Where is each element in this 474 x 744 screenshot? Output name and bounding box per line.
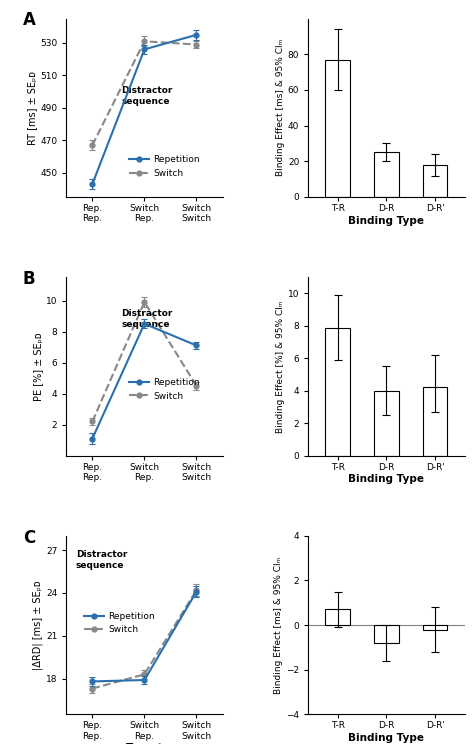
Text: A: A [23, 11, 36, 30]
Bar [326, 609, 350, 625]
Legend: Repetition, Switch: Repetition, Switch [80, 608, 158, 638]
Bar [374, 153, 399, 197]
Bar [423, 165, 447, 197]
Bar [326, 327, 350, 455]
X-axis label: Binding Type: Binding Type [348, 216, 424, 225]
Bar [374, 391, 399, 455]
Text: C: C [23, 529, 35, 547]
Text: Distractor
sequence: Distractor sequence [121, 310, 173, 329]
Legend: Repetition, Switch: Repetition, Switch [126, 152, 204, 182]
Text: Distractor
sequence: Distractor sequence [121, 86, 173, 106]
Y-axis label: Binding Effect [ms] & 95% CIₘ: Binding Effect [ms] & 95% CIₘ [274, 557, 283, 693]
Bar [326, 60, 350, 197]
Y-axis label: |ΔRD| [ms] ± SEₚᴅ: |ΔRD| [ms] ± SEₚᴅ [33, 580, 43, 670]
X-axis label: Binding Type: Binding Type [348, 475, 424, 484]
Bar [423, 625, 447, 629]
X-axis label: Binding Type: Binding Type [348, 733, 424, 743]
Bar [374, 625, 399, 643]
Y-axis label: PE [%] ± SEₚᴅ: PE [%] ± SEₚᴅ [33, 332, 43, 401]
Y-axis label: Binding Effect [ms] & 95% CIₘ: Binding Effect [ms] & 95% CIₘ [276, 39, 285, 176]
Text: B: B [23, 270, 35, 288]
Y-axis label: RT [ms] ± SEₚᴅ: RT [ms] ± SEₚᴅ [27, 71, 37, 145]
Text: Distractor
sequence: Distractor sequence [76, 550, 127, 570]
Y-axis label: Binding Effect [%] & 95% CIₘ: Binding Effect [%] & 95% CIₘ [276, 300, 285, 433]
Legend: Repetition, Switch: Repetition, Switch [126, 374, 204, 404]
Bar [423, 388, 447, 455]
